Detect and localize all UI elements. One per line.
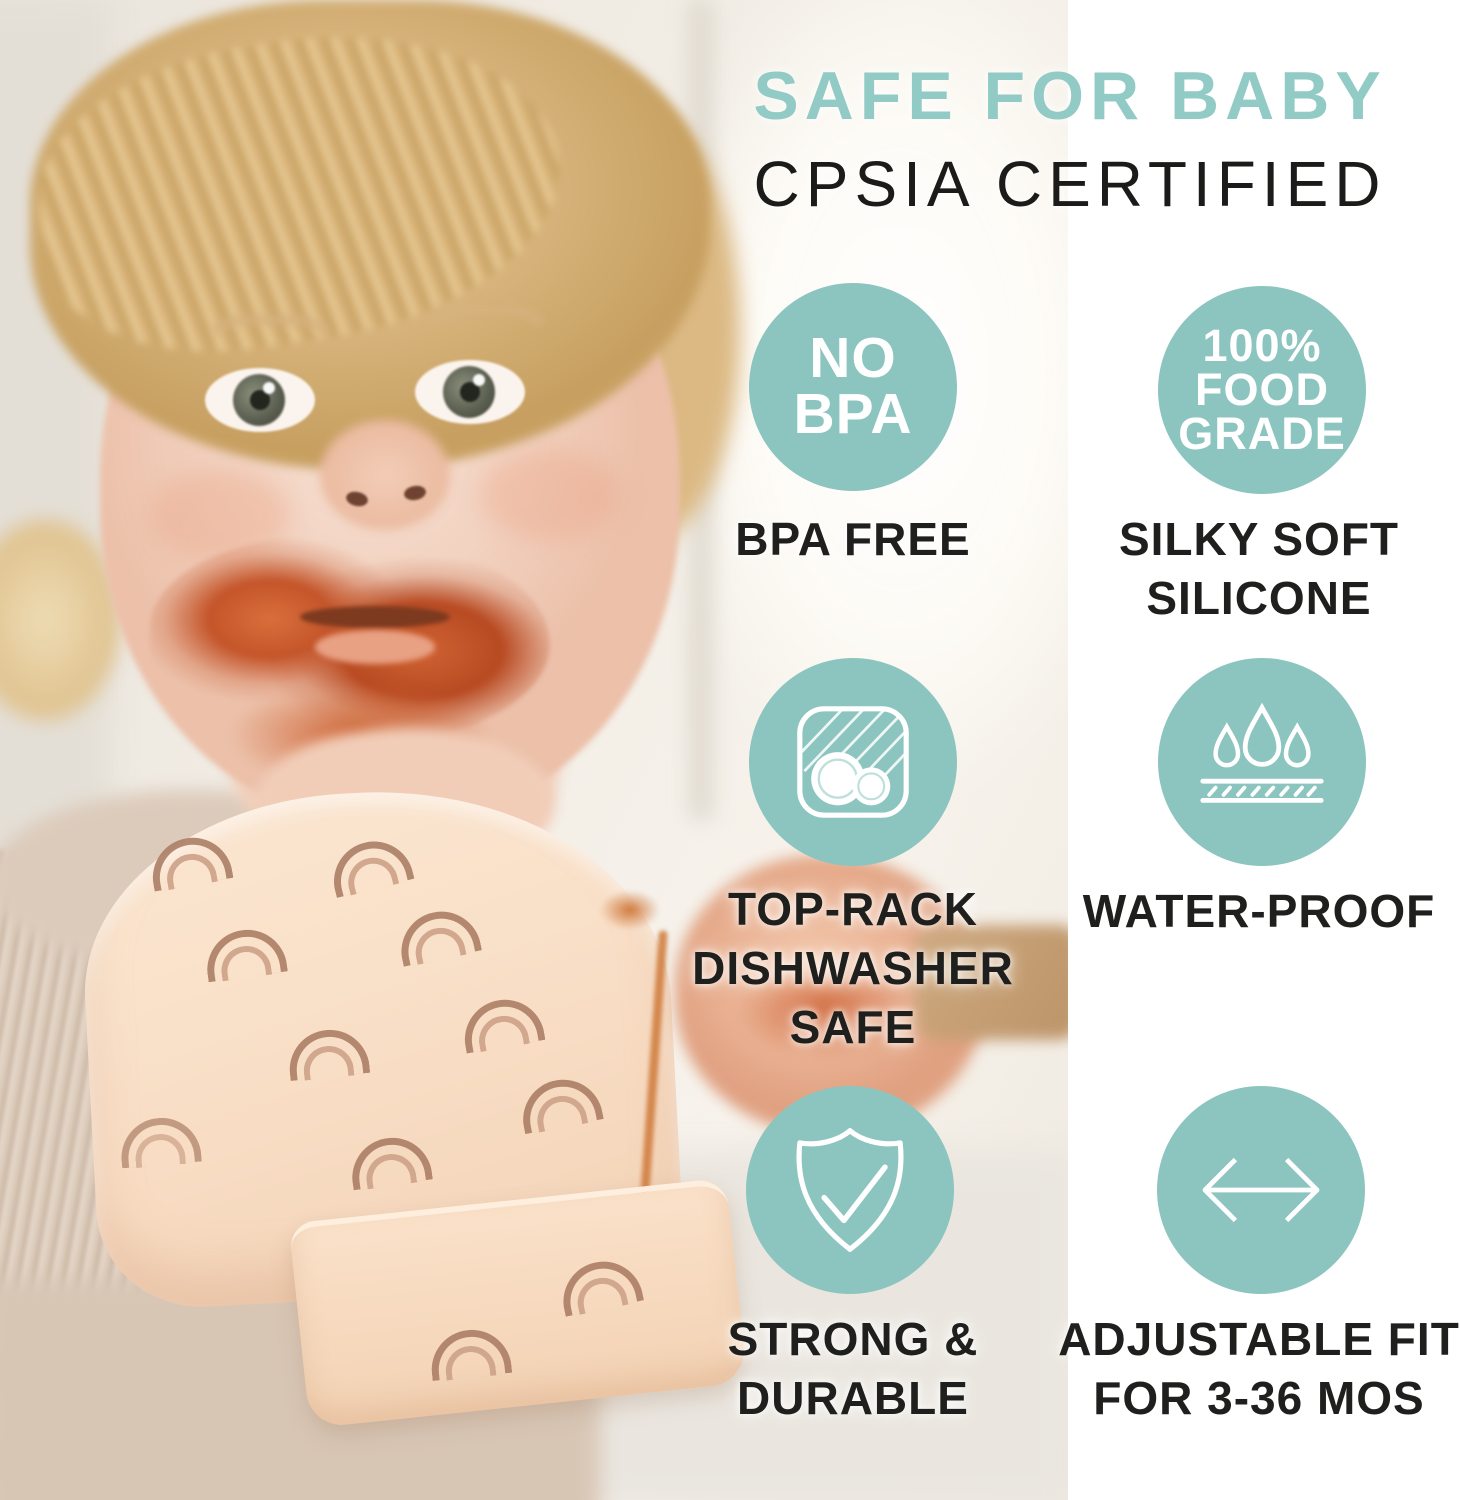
headline: SAFE FOR BABY bbox=[753, 58, 1387, 134]
cheek bbox=[480, 450, 620, 540]
sauce-splatter bbox=[600, 890, 660, 930]
water-drops-icon bbox=[1158, 658, 1366, 866]
shield-check-icon bbox=[746, 1086, 954, 1294]
badge-text: NO bbox=[809, 326, 897, 391]
badge-text: BPA bbox=[793, 382, 913, 446]
feature-label-silky-soft: SILKY SOFT SILICONE bbox=[1118, 513, 1400, 624]
wood-object bbox=[915, 925, 1068, 1040]
hair-bun bbox=[0, 520, 120, 720]
feature-label-adjustable: ADJUSTABLE FIT FOR 3-36 MOS bbox=[1058, 1313, 1460, 1424]
badge-text: GRADE bbox=[1178, 408, 1346, 460]
sauce-smudge bbox=[735, 960, 915, 1060]
header: SAFE FOR BABY CPSIA CERTIFIED bbox=[700, 62, 1440, 216]
baby-mouth bbox=[300, 606, 450, 628]
badge-text: FOOD bbox=[1195, 363, 1329, 415]
feature-label-waterproof: WATER-PROOF bbox=[1082, 885, 1436, 937]
dishwasher-plates-icon bbox=[749, 658, 957, 866]
horizontal-arrows-icon bbox=[1157, 1086, 1365, 1294]
baby-eye-right bbox=[415, 360, 525, 424]
baby-eye-left bbox=[205, 368, 315, 432]
subheadline: CPSIA CERTIFIED bbox=[753, 148, 1387, 220]
baby-lip bbox=[315, 630, 435, 664]
baby-eyebrow bbox=[410, 305, 560, 355]
food-grade-badge-icon: 100% FOOD GRADE bbox=[1158, 286, 1366, 494]
feature-label-bpa-free: BPA FREE bbox=[735, 513, 971, 565]
badge-text: 100% bbox=[1202, 319, 1322, 371]
baby-nose bbox=[320, 420, 450, 530]
no-bpa-badge-icon: NO BPA bbox=[749, 283, 957, 491]
feature-label-durable: STRONG & DURABLE bbox=[727, 1313, 979, 1424]
feature-label-dishwasher: TOP-RACK DISHWASHER SAFE bbox=[692, 883, 1014, 1053]
baby-eyebrow bbox=[195, 315, 345, 365]
